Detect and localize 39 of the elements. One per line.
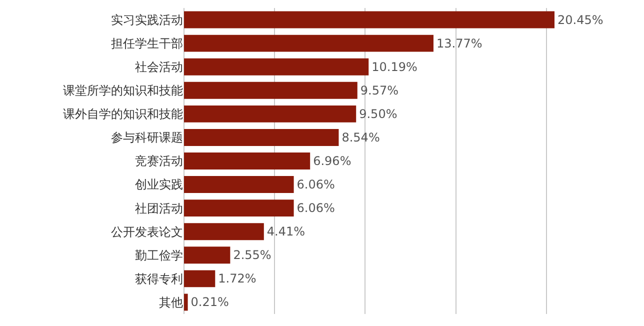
data-label: 10.19% [372,60,418,74]
y-tick-label: 社团活动 [135,201,183,216]
y-tick-label: 课堂所学的知识和技能 [63,84,183,98]
bar [184,200,294,217]
y-tick-label: 社会活动 [135,60,183,74]
data-label: 20.45% [558,12,604,27]
bar [184,82,358,99]
bar [184,152,310,170]
data-label: 13.77% [436,36,482,50]
y-tick-label: 其他 [159,295,183,310]
bar [184,105,356,122]
bar [184,11,554,28]
bar [184,294,188,311]
data-label: 9.57% [360,83,399,98]
bar [184,34,434,52]
y-tick-label: 课外自学的知识和技能 [63,107,183,122]
data-label: 8.54% [342,130,380,144]
data-label: 6.96% [313,154,352,168]
y-tick-label: 参与科研课题 [111,130,183,145]
bar [184,58,369,76]
y-tick-label: 公开发表论文 [111,224,183,239]
y-tick-label: 获得专利 [135,272,183,286]
bar [184,270,216,288]
y-tick-label: 创业实践 [135,178,183,192]
data-label: 6.06% [296,178,335,192]
bar [184,246,230,264]
bar [184,223,264,240]
y-tick-label: 担任学生干部 [111,36,183,51]
bar [184,128,339,146]
bar [184,176,294,194]
data-label: 9.50% [359,106,398,121]
data-label: 2.55% [233,248,272,262]
data-label: 1.72% [218,272,256,286]
y-tick-label: 竞赛活动 [135,154,183,168]
y-tick-label: 勤工俭学 [135,248,183,262]
data-label: 4.41% [266,224,306,239]
data-label: 0.21% [190,295,229,310]
data-label: 6.06% [296,201,335,216]
y-tick-label: 实习实践活动 [111,12,183,27]
